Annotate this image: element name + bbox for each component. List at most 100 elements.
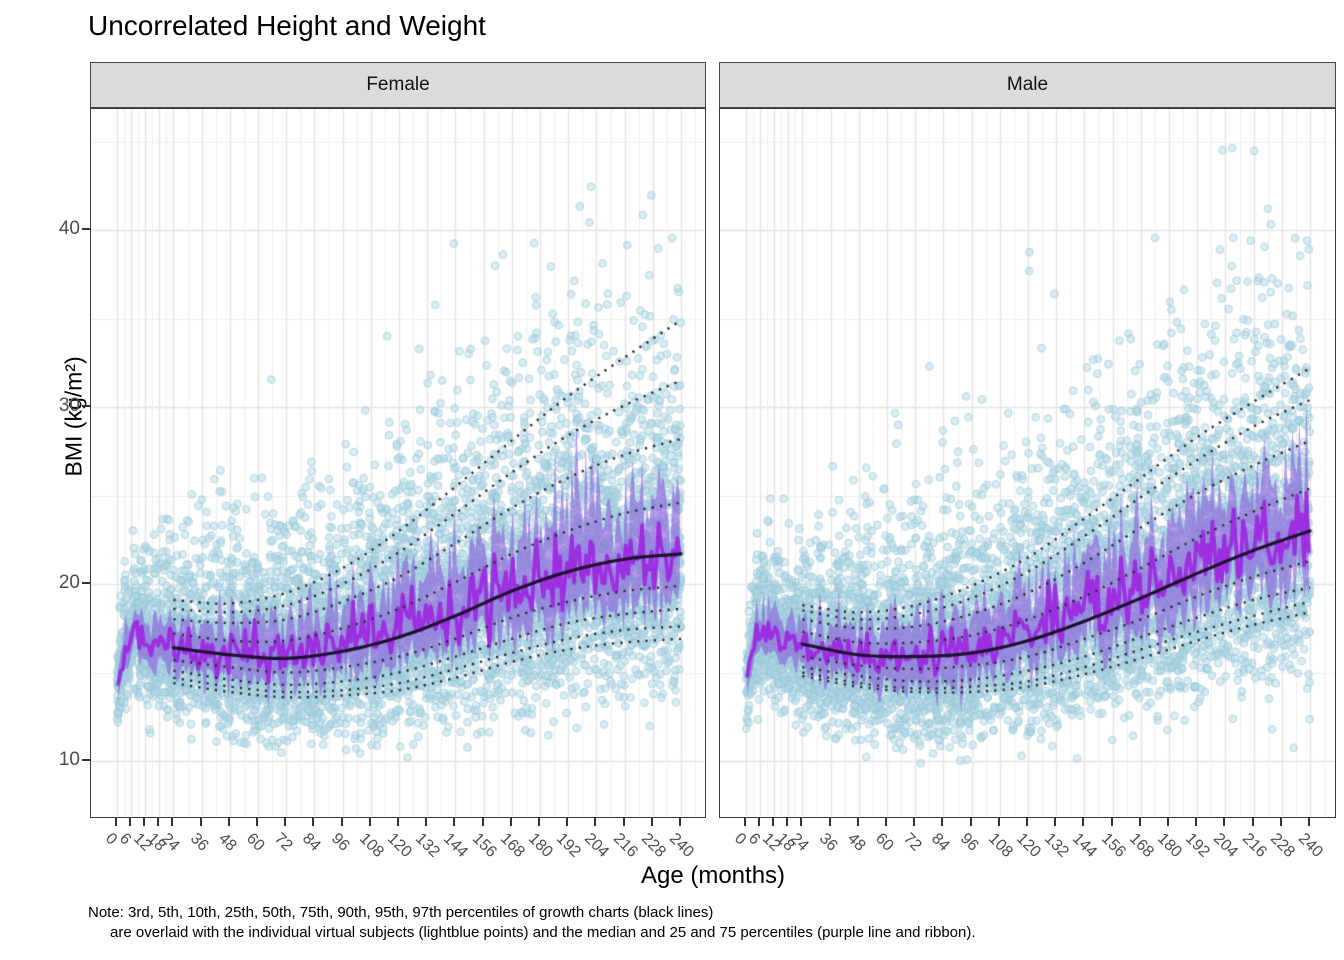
x-tick-mark bbox=[786, 818, 789, 826]
x-tick-label: 48 bbox=[843, 830, 869, 855]
facet-strip-label-female: Female bbox=[366, 74, 430, 95]
x-tick-mark bbox=[566, 818, 569, 826]
x-tick-label: 24 bbox=[787, 830, 812, 855]
facet-panel-canvas-female bbox=[91, 109, 704, 816]
x-tick-mark bbox=[171, 818, 174, 826]
x-tick-label: 180 bbox=[1153, 830, 1185, 861]
x-tick-mark bbox=[227, 818, 230, 826]
x-tick-mark bbox=[997, 818, 1000, 826]
x-tick-label: 204 bbox=[1210, 830, 1242, 861]
x-tick-mark bbox=[594, 818, 597, 826]
x-tick-mark bbox=[1223, 818, 1226, 826]
x-tick-label: 168 bbox=[1125, 830, 1157, 861]
facet-panel-male bbox=[719, 108, 1336, 818]
x-tick-mark bbox=[1195, 818, 1198, 826]
x-tick-label: 168 bbox=[496, 830, 528, 861]
x-tick-label: 192 bbox=[1182, 830, 1214, 861]
x-tick-label: 120 bbox=[1012, 830, 1044, 861]
x-tick-label: 72 bbox=[271, 830, 296, 855]
x-tick-label: 108 bbox=[984, 830, 1016, 861]
x-tick-label: 180 bbox=[524, 830, 556, 861]
x-tick-mark bbox=[481, 818, 484, 826]
x-tick-label: 60 bbox=[242, 830, 268, 855]
x-tick-label: 36 bbox=[186, 830, 212, 855]
x-tick-label: 72 bbox=[900, 830, 925, 855]
x-tick-mark bbox=[453, 818, 456, 826]
x-tick-mark bbox=[913, 818, 916, 826]
y-tick-mark bbox=[82, 228, 90, 230]
x-tick-mark bbox=[538, 818, 540, 826]
y-tick-mark bbox=[82, 405, 90, 407]
x-tick-label: 120 bbox=[383, 830, 415, 861]
x-tick-mark bbox=[1308, 818, 1310, 826]
x-tick-mark bbox=[312, 818, 315, 826]
x-tick-mark bbox=[1167, 818, 1169, 826]
x-tick-mark bbox=[885, 818, 887, 826]
x-tick-mark bbox=[744, 818, 746, 826]
x-tick-mark bbox=[622, 818, 625, 826]
x-tick-label: 240 bbox=[1294, 830, 1326, 861]
y-tick-label: 40 bbox=[58, 218, 80, 239]
x-tick-label: 108 bbox=[355, 830, 387, 861]
x-tick-label: 96 bbox=[327, 830, 353, 855]
x-tick-label: 84 bbox=[299, 830, 324, 855]
x-tick-mark bbox=[115, 818, 117, 826]
facet-strip-male: Male bbox=[719, 62, 1336, 108]
x-tick-label: 216 bbox=[609, 830, 641, 861]
x-tick-label: 156 bbox=[1097, 830, 1129, 861]
x-tick-label: 144 bbox=[1069, 830, 1101, 861]
x-tick-mark bbox=[1054, 818, 1057, 826]
x-tick-label: 48 bbox=[214, 830, 240, 855]
x-tick-mark bbox=[425, 818, 428, 826]
x-tick-mark bbox=[284, 818, 287, 826]
x-tick-mark bbox=[1026, 818, 1028, 826]
chart-title: Uncorrelated Height and Weight bbox=[88, 10, 486, 41]
x-tick-mark bbox=[143, 818, 146, 826]
x-tick-label: 24 bbox=[158, 830, 183, 855]
x-tick-mark bbox=[397, 818, 399, 826]
x-tick-label: 84 bbox=[928, 830, 953, 855]
caption-note-line2: are overlaid with the individual virtual… bbox=[110, 924, 976, 941]
x-tick-mark bbox=[1279, 818, 1282, 826]
x-tick-label: 192 bbox=[553, 830, 585, 861]
x-tick-label: 132 bbox=[1041, 830, 1073, 861]
y-tick-mark bbox=[82, 582, 90, 584]
x-tick-mark bbox=[828, 818, 831, 826]
x-tick-mark bbox=[856, 818, 859, 826]
x-axis-label: Age (months) bbox=[640, 862, 786, 889]
x-tick-mark bbox=[941, 818, 944, 826]
x-tick-label: 132 bbox=[412, 830, 444, 861]
caption-note-line1: Note: 3rd, 5th, 10th, 25th, 50th, 75th, … bbox=[88, 904, 714, 921]
caption-note: Note: 3rd, 5th, 10th, 25th, 50th, 75th, … bbox=[88, 903, 976, 943]
x-tick-mark bbox=[969, 818, 972, 826]
x-tick-mark bbox=[1138, 818, 1141, 826]
x-tick-mark bbox=[772, 818, 775, 826]
x-tick-label: 60 bbox=[871, 830, 897, 855]
x-tick-mark bbox=[129, 818, 132, 826]
x-tick-label: 96 bbox=[956, 830, 982, 855]
x-tick-mark bbox=[157, 818, 160, 826]
y-tick-label: 30 bbox=[58, 395, 80, 416]
x-tick-label: 36 bbox=[815, 830, 841, 855]
facet-strip-female: Female bbox=[90, 62, 706, 108]
x-tick-label: 228 bbox=[637, 830, 669, 861]
x-tick-mark bbox=[650, 818, 653, 826]
x-tick-mark bbox=[199, 818, 202, 826]
x-tick-label: 144 bbox=[440, 830, 472, 861]
y-tick-label: 10 bbox=[58, 749, 80, 770]
facet-panel-female bbox=[90, 108, 706, 818]
x-tick-mark bbox=[679, 818, 681, 826]
x-tick-label: 204 bbox=[581, 830, 613, 861]
x-tick-mark bbox=[758, 818, 761, 826]
x-tick-label: 240 bbox=[665, 830, 697, 861]
x-tick-mark bbox=[368, 818, 371, 826]
y-tick-label: 20 bbox=[58, 572, 80, 593]
x-tick-label: 216 bbox=[1238, 830, 1270, 861]
x-tick-mark bbox=[509, 818, 512, 826]
y-tick-mark bbox=[82, 759, 90, 761]
x-tick-mark bbox=[1082, 818, 1085, 826]
facet-strip-label-male: Male bbox=[1006, 74, 1049, 95]
facet-panel-canvas-male bbox=[720, 109, 1334, 816]
x-tick-mark bbox=[1110, 818, 1113, 826]
